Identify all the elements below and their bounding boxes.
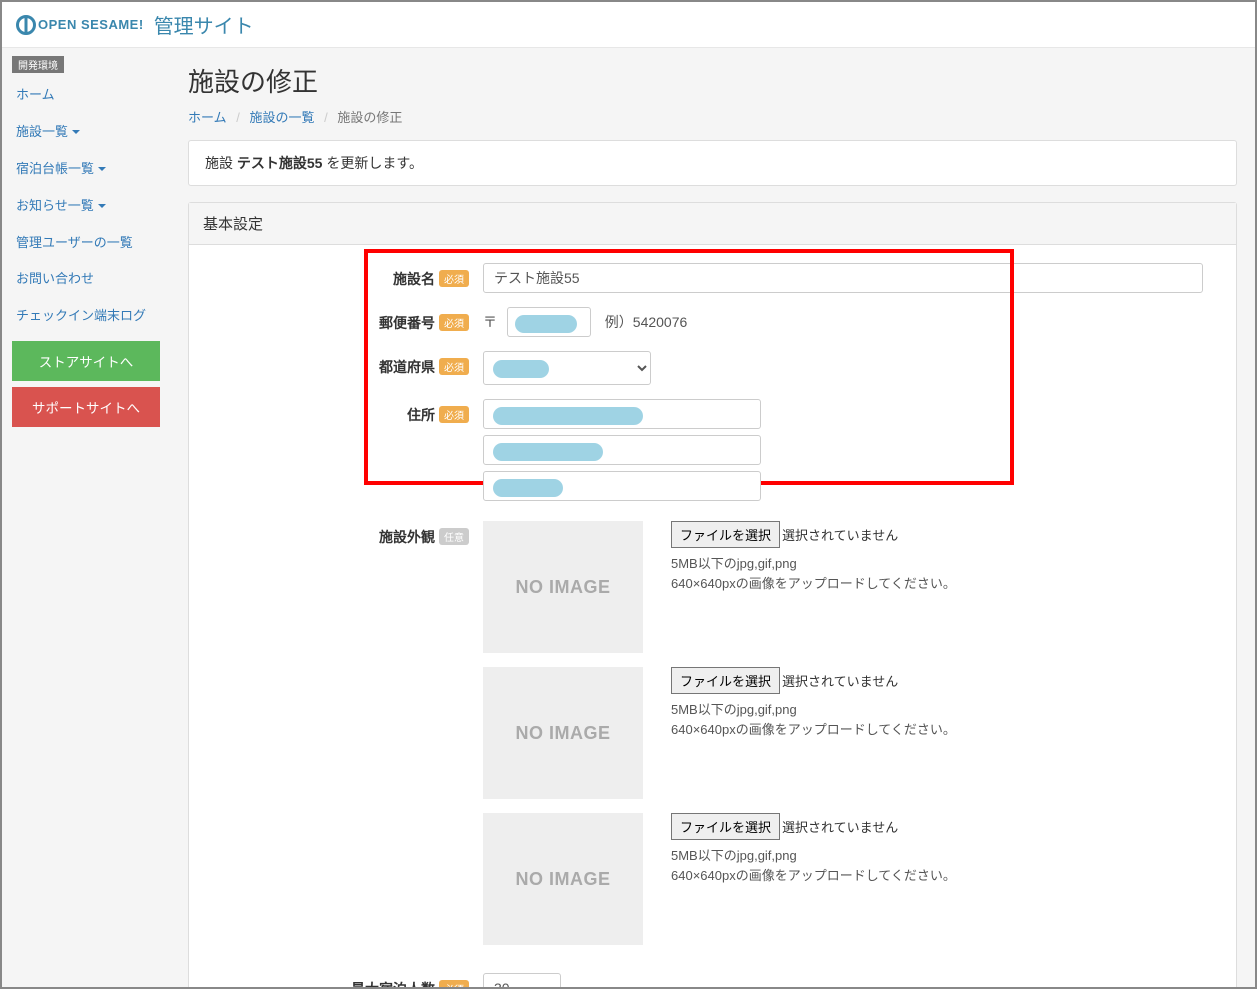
label-max-guests: 最大宿泊人数必須 <box>213 973 483 987</box>
no-image-placeholder: NO IMAGE <box>483 813 643 945</box>
chevron-down-icon <box>98 167 106 171</box>
sidebar-item-admin-users[interactable]: 管理ユーザーの一覧 <box>12 225 160 262</box>
redacted <box>493 360 549 378</box>
file-status-2: 選択されていません <box>782 674 898 689</box>
sidebar-item-news[interactable]: お知らせ一覧 <box>12 188 160 225</box>
logo-text: OPEN SESAME! <box>38 17 144 32</box>
facility-name-input[interactable] <box>483 263 1203 293</box>
basic-settings-section: 基本設定 施設名必須 郵便番号必須 〒 <box>188 202 1237 987</box>
breadcrumb-current: 施設の修正 <box>337 110 402 125</box>
max-guests-input[interactable] <box>483 973 561 987</box>
main-content: 施設の修正 ホーム / 施設の一覧 / 施設の修正 施設 テスト施設55 を更新… <box>170 48 1255 987</box>
sidebar-item-ledger[interactable]: 宿泊台帳一覧 <box>12 151 160 188</box>
no-image-placeholder: NO IMAGE <box>483 521 643 653</box>
chevron-down-icon <box>72 130 80 134</box>
file-select-button-2[interactable]: ファイルを選択 <box>671 667 780 694</box>
label-zip: 郵便番号必須 <box>213 307 483 333</box>
redacted <box>493 479 563 497</box>
upload-hint: 5MB以下のjpg,gif,png 640×640pxの画像をアップロードしてく… <box>671 846 956 885</box>
breadcrumb-home[interactable]: ホーム <box>188 110 227 125</box>
label-exterior: 施設外観任意 <box>213 521 483 547</box>
sidebar-item-home[interactable]: ホーム <box>12 77 160 114</box>
breadcrumb-list[interactable]: 施設の一覧 <box>250 110 315 125</box>
redacted <box>493 443 603 461</box>
facility-name-bold: テスト施設55 <box>237 155 323 171</box>
support-site-button[interactable]: サポートサイトへ <box>12 387 160 427</box>
chevron-down-icon <box>98 204 106 208</box>
update-notice: 施設 テスト施設55 を更新します。 <box>188 140 1237 186</box>
store-site-button[interactable]: ストアサイトへ <box>12 341 160 381</box>
logo-icon <box>16 15 36 35</box>
upload-hint: 5MB以下のjpg,gif,png 640×640pxの画像をアップロードしてく… <box>671 700 956 739</box>
file-select-button-3[interactable]: ファイルを選択 <box>671 813 780 840</box>
file-select-button-1[interactable]: ファイルを選択 <box>671 521 780 548</box>
logo[interactable]: OPEN SESAME! <box>16 15 144 35</box>
label-address: 住所必須 <box>213 399 483 425</box>
env-badge: 開発環境 <box>12 56 64 73</box>
label-prefecture: 都道府県必須 <box>213 351 483 377</box>
redacted <box>515 315 577 333</box>
sidebar-item-contact[interactable]: お問い合わせ <box>12 261 160 298</box>
redacted <box>493 407 643 425</box>
sidebar-item-facilities[interactable]: 施設一覧 <box>12 114 160 151</box>
label-facility-name: 施設名必須 <box>213 263 483 289</box>
breadcrumb: ホーム / 施設の一覧 / 施設の修正 <box>188 107 1237 126</box>
file-status-3: 選択されていません <box>782 820 898 835</box>
site-title[interactable]: 管理サイト <box>154 10 254 39</box>
section-title: 基本設定 <box>189 203 1236 245</box>
zip-example: 例）5420076 <box>605 314 688 330</box>
sidebar: 開発環境 ホーム 施設一覧 宿泊台帳一覧 お知らせ一覧 管理ユーザーの一覧 お問… <box>2 48 170 987</box>
upload-hint: 5MB以下のjpg,gif,png 640×640pxの画像をアップロードしてく… <box>671 554 956 593</box>
header: OPEN SESAME! 管理サイト <box>2 2 1255 48</box>
zip-prefix: 〒 <box>483 314 497 330</box>
page-title: 施設の修正 <box>188 62 1237 99</box>
no-image-placeholder: NO IMAGE <box>483 667 643 799</box>
file-status-1: 選択されていません <box>782 528 898 543</box>
sidebar-item-checkin-log[interactable]: チェックイン端末ログ <box>12 298 160 335</box>
